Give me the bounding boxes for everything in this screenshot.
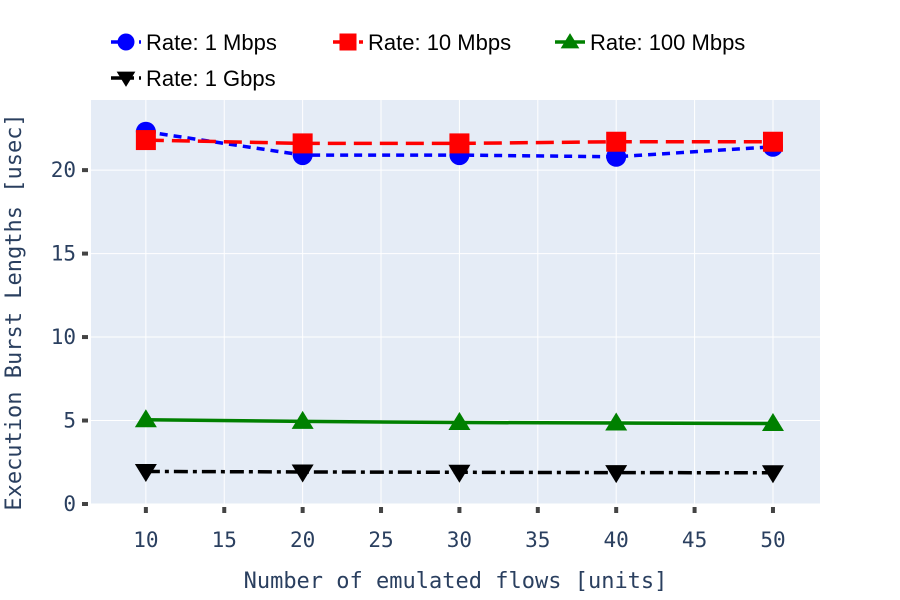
data-point xyxy=(761,413,784,432)
data-point xyxy=(606,146,627,167)
data-point xyxy=(134,409,157,428)
data-point xyxy=(762,131,783,152)
legend-marker xyxy=(339,33,357,51)
y-tick-label: 0 xyxy=(63,492,76,516)
y-axis-title: Execution Burst Lengths [usec] xyxy=(2,113,27,510)
legend[interactable]: Rate: 1 Mbps Rate: 10 Mbps Rate: 100 Mbps R… xyxy=(111,30,745,91)
data-point xyxy=(291,410,314,429)
x-tick-label: 50 xyxy=(760,528,785,552)
x-tick-label: 10 xyxy=(133,528,158,552)
data-point xyxy=(761,465,784,484)
data-point xyxy=(448,412,471,431)
x-tick-label: 15 xyxy=(212,528,237,552)
legend-label: Rate: 1 Mbps xyxy=(146,30,277,55)
data-point xyxy=(605,412,628,431)
y-tick-label: 15 xyxy=(51,242,76,266)
x-tick-label: 40 xyxy=(604,528,629,552)
axis-ticks: 10 15 20 25 30 35 40 45 50 0 5 10 15 20 xyxy=(51,158,786,552)
data-point xyxy=(292,133,313,154)
legend-item[interactable]: Rate: 100 Mbps xyxy=(555,30,745,55)
series-3 xyxy=(134,409,784,432)
data-point xyxy=(448,464,471,483)
data-point xyxy=(449,133,470,154)
plot-area xyxy=(91,100,820,504)
legend-marker xyxy=(117,33,135,51)
data-point xyxy=(135,130,156,151)
x-tick-label: 25 xyxy=(368,528,393,552)
data-point xyxy=(605,465,628,484)
series-layer xyxy=(134,121,784,484)
data-point xyxy=(606,131,627,152)
legend-item[interactable]: Rate: 10 Mbps xyxy=(333,30,511,55)
y-tick-label: 10 xyxy=(51,325,76,349)
x-tick-label: 30 xyxy=(447,528,472,552)
series-4 xyxy=(134,463,784,484)
data-point xyxy=(134,463,157,482)
legend-marker xyxy=(116,71,136,87)
x-tick-label: 45 xyxy=(682,528,707,552)
x-axis-title: Number of emulated flows [units] xyxy=(244,569,668,594)
legend-item[interactable]: Rate: 1 Gbps xyxy=(111,66,276,91)
legend-label: Rate: 100 Mbps xyxy=(590,30,745,55)
legend-item[interactable]: Rate: 1 Mbps xyxy=(111,30,277,55)
series-2 xyxy=(135,130,783,154)
y-tick-label: 20 xyxy=(51,158,76,182)
data-point xyxy=(291,464,314,483)
x-tick-label: 35 xyxy=(525,528,550,552)
legend-label: Rate: 1 Gbps xyxy=(146,66,276,91)
legend-label: Rate: 10 Mbps xyxy=(368,30,511,55)
legend-marker xyxy=(560,33,580,49)
y-tick-label: 5 xyxy=(63,409,76,433)
x-tick-label: 20 xyxy=(290,528,315,552)
